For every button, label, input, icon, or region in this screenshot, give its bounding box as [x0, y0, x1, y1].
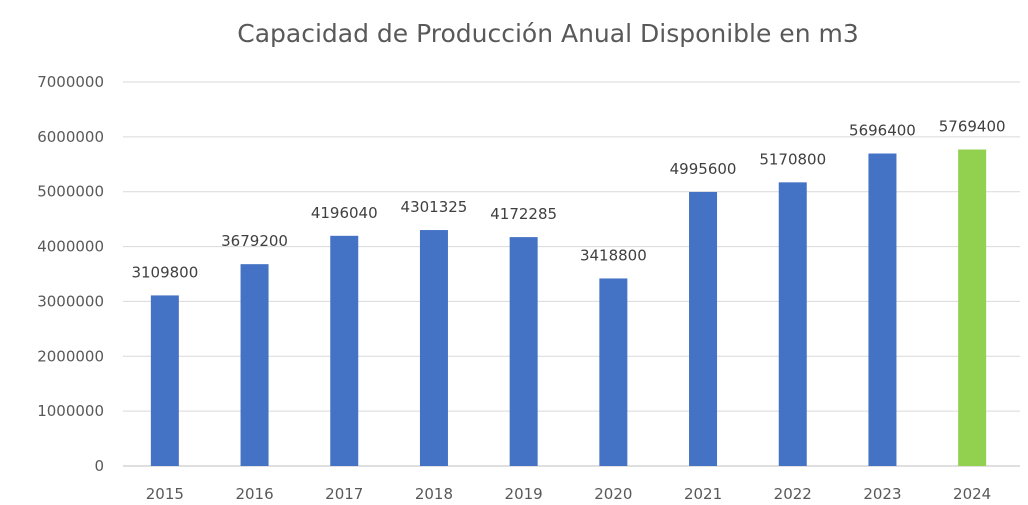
- data-label: 4301325: [401, 198, 468, 216]
- bar: [330, 235, 359, 466]
- bar: [240, 264, 269, 466]
- bars: [150, 149, 987, 467]
- data-label: 3679200: [221, 232, 288, 250]
- x-tick-label: 2023: [863, 485, 901, 503]
- data-label: 4172285: [490, 205, 557, 223]
- y-tick-label: 5000000: [37, 183, 104, 201]
- x-tick-label: 2019: [505, 485, 543, 503]
- bar: [689, 191, 718, 466]
- data-label: 3109800: [131, 263, 198, 281]
- x-axis-tick-labels: 2015 2016 2017 2018 2019 2020 2021 2022 2023 2024: [146, 485, 991, 503]
- y-tick-label: 6000000: [37, 128, 104, 146]
- bar: [599, 278, 628, 466]
- y-tick-label: 4000000: [37, 238, 104, 256]
- gridlines: [123, 81, 1020, 467]
- bar: [868, 153, 897, 466]
- data-label: 4995600: [670, 160, 737, 178]
- bar: [509, 237, 538, 466]
- data-labels: 3109800 3679200 4196040 4301325 4172285 34188…: [131, 118, 1005, 282]
- bar: [419, 230, 448, 466]
- x-tick-label: 2015: [146, 485, 184, 503]
- y-tick-label: 2000000: [37, 347, 104, 365]
- x-tick-label: 2016: [235, 485, 273, 503]
- y-tick-label: 7000000: [37, 73, 104, 91]
- y-tick-label: 1000000: [37, 402, 104, 420]
- x-tick-label: 2022: [774, 485, 812, 503]
- data-label: 5696400: [849, 122, 916, 140]
- data-label: 5170800: [759, 150, 826, 168]
- data-label: 3418800: [580, 246, 647, 264]
- bar: [150, 295, 179, 466]
- data-label: 5769400: [939, 118, 1006, 136]
- bar: [778, 182, 807, 467]
- x-tick-label: 2021: [684, 485, 722, 503]
- y-tick-label: 0: [94, 457, 104, 475]
- chart-title: Capacidad de Producción Anual Disponible…: [237, 19, 859, 48]
- y-axis-tick-labels: 0 1000000 2000000 3000000 4000000 5000000 6000…: [37, 73, 104, 475]
- x-tick-label: 2018: [415, 485, 453, 503]
- x-tick-label: 2020: [594, 485, 632, 503]
- bar: [958, 149, 987, 466]
- y-tick-label: 3000000: [37, 292, 104, 310]
- x-tick-label: 2024: [953, 485, 991, 503]
- data-label: 4196040: [311, 204, 378, 222]
- x-tick-label: 2017: [325, 485, 363, 503]
